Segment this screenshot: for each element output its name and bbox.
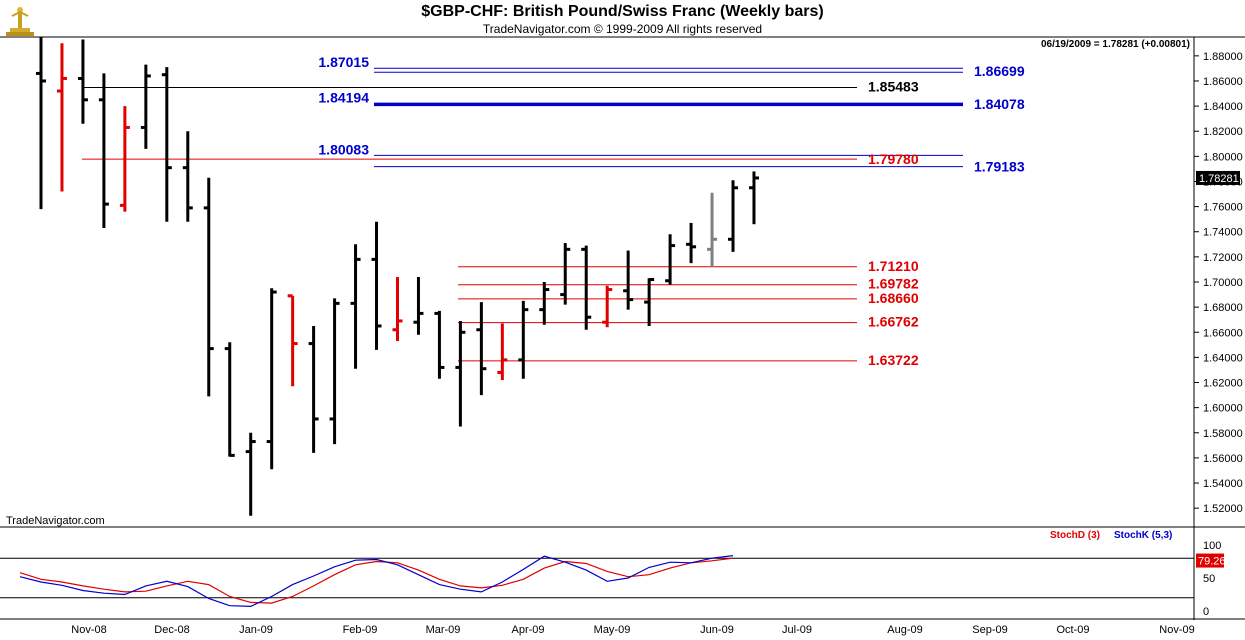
chart-title: $GBP-CHF: British Pound/Swiss Franc (Wee… xyxy=(421,3,824,20)
level-label: 1.85483 xyxy=(868,78,919,94)
ohlc-bar xyxy=(581,245,592,330)
y-tick-label: 1.88000 xyxy=(1203,51,1243,63)
ohlc-bar xyxy=(77,39,88,124)
quote-line: 06/19/2009 = 1.78281 (+0.00801) xyxy=(1041,39,1190,50)
ohlc-bar xyxy=(203,177,214,397)
y-tick-label: 1.80000 xyxy=(1203,151,1243,163)
ohlc-bar xyxy=(539,282,550,325)
ohlc-bar xyxy=(287,294,298,387)
level-label: 1.84078 xyxy=(974,96,1025,112)
x-tick-label: Aug-09 xyxy=(887,624,922,636)
stoch-y-tick-label: 100 xyxy=(1203,540,1221,552)
ohlc-bar xyxy=(748,171,759,225)
level-label: 1.86699 xyxy=(974,63,1025,79)
ohlc-bar xyxy=(140,64,151,149)
level-label: 1.79780 xyxy=(868,151,919,167)
x-tick-label: Jan-09 xyxy=(239,624,273,636)
ohlc-bar xyxy=(56,43,67,192)
ohlc-bar xyxy=(350,244,361,369)
y-tick-label: 1.60000 xyxy=(1203,403,1243,415)
ohlc-bar xyxy=(98,73,109,228)
y-tick-label: 1.86000 xyxy=(1203,76,1243,88)
y-tick-label: 1.64000 xyxy=(1203,352,1243,364)
stoch-last-tag: 79.26 xyxy=(1196,553,1226,568)
legend-stoch-k: StochK (5,3) xyxy=(1114,530,1172,541)
ohlc-bar xyxy=(182,131,193,222)
y-tick-label: 1.84000 xyxy=(1203,101,1243,113)
level-label: 1.68660 xyxy=(868,290,919,306)
svg-text:1.78281: 1.78281 xyxy=(1199,173,1239,185)
level-label: 1.87015 xyxy=(318,54,369,70)
y-tick-label: 1.74000 xyxy=(1203,227,1243,239)
watermark: TradeNavigator.com xyxy=(6,515,105,527)
ohlc-bar xyxy=(518,300,529,379)
ohlc-bar xyxy=(266,288,277,470)
ohlc-bar xyxy=(413,276,424,335)
ohlc-bar xyxy=(665,234,676,285)
ohlc-bar xyxy=(371,221,382,350)
ohlc-bar xyxy=(476,302,487,396)
ohlc-bar xyxy=(434,310,445,379)
legend-stoch-d: StochD (3) xyxy=(1050,530,1100,541)
ohlc-bar xyxy=(644,277,655,326)
stoch-d-line xyxy=(19,557,734,604)
y-tick-label: 1.62000 xyxy=(1203,378,1243,390)
y-tick-label: 1.58000 xyxy=(1203,428,1243,440)
ohlc-bar xyxy=(686,222,697,264)
ohlc-bar xyxy=(329,298,340,445)
y-tick-label: 1.68000 xyxy=(1203,302,1243,314)
x-tick-label: Nov-08 xyxy=(71,624,106,636)
ohlc-bar xyxy=(392,276,403,342)
ohlc-bar xyxy=(224,342,235,457)
ohlc-bar xyxy=(728,180,739,252)
x-tick-label: Oct-09 xyxy=(1056,624,1089,636)
svg-text:79.26: 79.26 xyxy=(1198,556,1226,568)
x-tick-label: Apr-09 xyxy=(511,624,544,636)
y-tick-label: 1.56000 xyxy=(1203,453,1243,465)
ohlc-bar xyxy=(308,325,319,453)
trade-navigator-logo-icon xyxy=(6,7,34,36)
y-tick-label: 1.72000 xyxy=(1203,252,1243,264)
x-tick-label: Jul-09 xyxy=(782,624,812,636)
level-label: 1.66762 xyxy=(868,314,919,330)
ohlc-bar xyxy=(455,320,466,427)
level-label: 1.63722 xyxy=(868,352,919,368)
x-tick-label: Feb-09 xyxy=(343,624,378,636)
ohlc-bar xyxy=(623,250,634,310)
x-tick-label: May-09 xyxy=(594,624,631,636)
level-label: 1.71210 xyxy=(868,258,919,274)
y-tick-label: 1.82000 xyxy=(1203,126,1243,138)
level-label: 1.69782 xyxy=(868,276,919,292)
ohlc-bar xyxy=(707,192,718,267)
ohlc-bar xyxy=(161,67,172,222)
ohlc-bar xyxy=(497,323,508,380)
y-tick-label: 1.66000 xyxy=(1203,327,1243,339)
x-tick-label: Jun-09 xyxy=(700,624,734,636)
x-tick-label: Nov-09 xyxy=(1159,624,1194,636)
level-label: 1.79183 xyxy=(974,159,1025,175)
y-tick-label: 1.52000 xyxy=(1203,503,1243,515)
ohlc-bar xyxy=(119,106,130,212)
chart-subtitle: TradeNavigator.com © 1999-2009 All right… xyxy=(482,22,763,36)
stoch-y-tick-label: 0 xyxy=(1203,606,1209,618)
x-tick-label: Dec-08 xyxy=(154,624,189,636)
x-tick-label: Sep-09 xyxy=(972,624,1007,636)
level-label: 1.80083 xyxy=(318,141,369,157)
stoch-y-tick-label: 50 xyxy=(1203,573,1215,585)
ohlc-bar xyxy=(560,243,571,305)
ohlc-bar xyxy=(245,432,256,516)
y-tick-label: 1.70000 xyxy=(1203,277,1243,289)
last-price-tag: 1.78281 xyxy=(1196,170,1240,185)
stoch-k-line xyxy=(19,555,734,608)
y-tick-label: 1.54000 xyxy=(1203,478,1243,490)
y-tick-label: 1.76000 xyxy=(1203,202,1243,214)
ohlc-bar xyxy=(36,37,46,210)
ohlc-bar xyxy=(602,285,613,328)
level-label: 1.84194 xyxy=(318,90,369,106)
x-tick-label: Mar-09 xyxy=(426,624,461,636)
